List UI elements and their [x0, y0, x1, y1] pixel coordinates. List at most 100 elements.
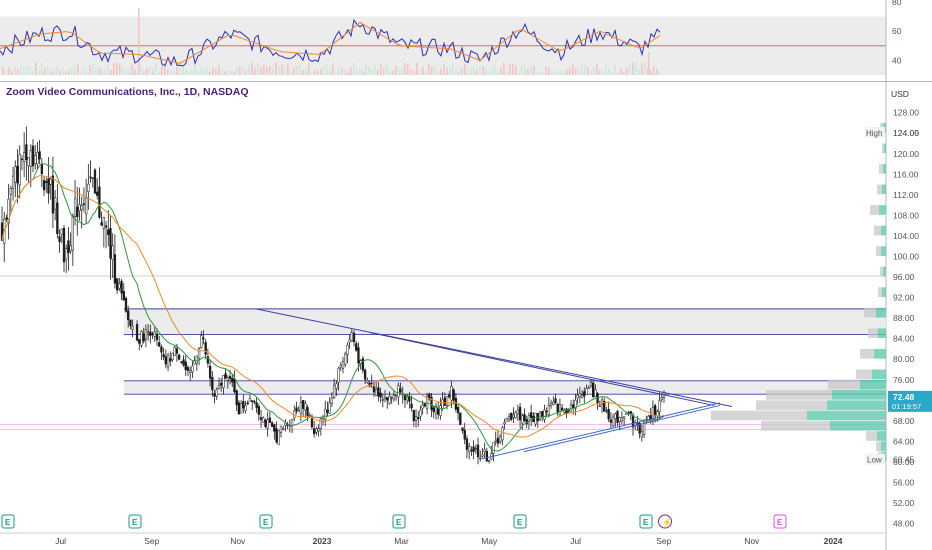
- price-tick-label: 100.00: [893, 251, 919, 261]
- volume-bar: [191, 69, 193, 75]
- volume-bar: [440, 68, 442, 75]
- time-axis-label: Jul: [55, 536, 66, 546]
- volume-bar: [299, 65, 301, 75]
- volume-bar: [614, 64, 616, 75]
- volume-bar: [173, 71, 175, 75]
- candle-body: [383, 396, 387, 400]
- candle-body: [556, 403, 559, 413]
- high-value: 124.05: [893, 128, 919, 138]
- candle-body: [592, 382, 595, 397]
- candle-body: [206, 356, 210, 364]
- trendline-upper[interactable]: [255, 308, 733, 407]
- candle-body: [479, 457, 482, 460]
- candle-body: [607, 409, 610, 420]
- volume-bar: [473, 67, 475, 75]
- candle-body: [270, 422, 274, 427]
- trendline-middle[interactable]: [369, 332, 715, 406]
- volume-bar: [467, 66, 469, 75]
- earnings-badge[interactable]: [513, 514, 527, 529]
- volume-bar: [419, 68, 421, 75]
- volume-bar: [29, 66, 31, 75]
- candle-body: [587, 387, 590, 389]
- volume-bar: [230, 70, 232, 75]
- volume-bar: [458, 71, 460, 75]
- volume-bar: [263, 64, 265, 75]
- candle-body: [45, 181, 48, 183]
- candle-body: [20, 158, 24, 161]
- candle-body: [459, 412, 462, 425]
- earnings-badge[interactable]: [259, 514, 273, 529]
- candle-body: [394, 394, 398, 397]
- earnings-badge[interactable]: [392, 514, 406, 529]
- earnings-badge[interactable]: [128, 514, 142, 529]
- volume-bar: [479, 66, 481, 75]
- candle-body: [589, 382, 593, 387]
- lightning-icon[interactable]: [658, 514, 672, 529]
- candle-body: [213, 393, 216, 397]
- candle-body: [611, 416, 615, 427]
- candle-body: [580, 394, 584, 398]
- trendline-lower[interactable]: [481, 402, 721, 460]
- price-tick-label: 108.00: [893, 210, 919, 220]
- volume-bar: [308, 62, 310, 75]
- volume-bar: [167, 69, 169, 75]
- volume-profile-bar: [880, 266, 883, 277]
- candle-body: [104, 225, 108, 228]
- volume-bar: [311, 71, 313, 75]
- volume-bar: [407, 64, 409, 75]
- candle-body: [658, 400, 661, 412]
- volume-bar: [524, 65, 526, 75]
- upcoming-earnings-badge[interactable]: [773, 514, 787, 529]
- volume-profile-bar: [711, 410, 807, 421]
- candle-body: [379, 392, 382, 398]
- price-tick-label: 88.00: [893, 313, 915, 323]
- volume-bar: [368, 66, 370, 75]
- volume-profile-bar: [860, 379, 886, 390]
- candle-body: [421, 404, 424, 409]
- high-label: High: [866, 129, 882, 138]
- volume-bar: [134, 69, 136, 75]
- price-tick-label: 104.00: [893, 231, 919, 241]
- price-tick-label: 64.00: [893, 436, 915, 446]
- volume-bar: [617, 71, 619, 75]
- time-axis-label: Mar: [394, 536, 409, 546]
- candle-body: [567, 410, 570, 412]
- candle-body: [530, 412, 533, 418]
- volume-bar: [314, 70, 316, 75]
- candle-body: [572, 404, 575, 408]
- volume-bar: [422, 66, 424, 75]
- candle-body: [474, 448, 477, 450]
- volume-bar: [449, 67, 451, 75]
- candle-body: [310, 418, 314, 428]
- volume-bar: [50, 70, 52, 75]
- candle-body: [273, 424, 276, 432]
- earnings-badge[interactable]: [639, 514, 653, 529]
- volume-bar: [254, 67, 256, 75]
- candle-body: [204, 342, 207, 355]
- time-axis-label: Sep: [656, 536, 671, 546]
- volume-profile-bar: [882, 143, 884, 154]
- candle-body: [5, 217, 8, 220]
- volume-bar: [356, 67, 358, 75]
- candle-body: [304, 403, 307, 411]
- candle-body: [253, 401, 256, 403]
- candle-body: [251, 400, 254, 402]
- candle-body: [437, 407, 440, 415]
- volume-profile-bar: [879, 164, 883, 174]
- low-label: Low: [867, 456, 882, 465]
- candle-body: [412, 410, 415, 422]
- candle-body: [38, 151, 41, 160]
- candle-body: [543, 409, 546, 420]
- earnings-badge[interactable]: [1, 514, 15, 529]
- candle-body: [317, 428, 320, 432]
- volume-bar: [464, 63, 466, 75]
- trendline-lower-2[interactable]: [523, 404, 721, 453]
- candle-body: [142, 333, 145, 342]
- candle-body: [220, 382, 223, 386]
- candle-body: [98, 186, 101, 218]
- volume-bar: [23, 67, 25, 75]
- volume-bar: [383, 68, 385, 75]
- volume-bar: [116, 62, 118, 75]
- last-price-value: 72.48: [893, 392, 915, 402]
